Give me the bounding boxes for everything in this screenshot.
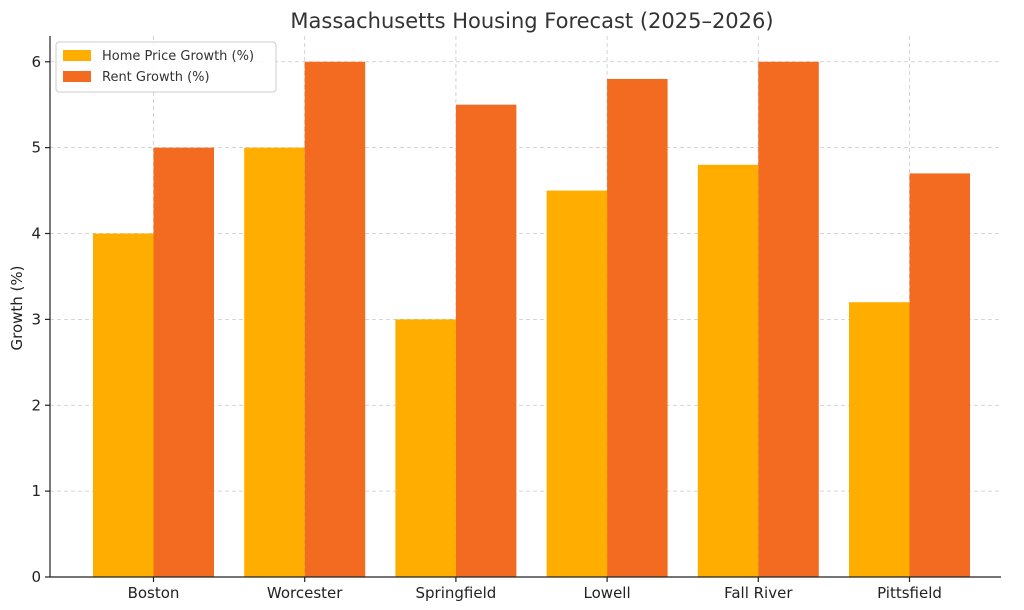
bar-home-price-pittsfield[interactable] — [849, 302, 910, 577]
y-tick-label: 0 — [31, 568, 41, 586]
bar-rent-fall-river[interactable] — [758, 61, 819, 578]
legend[interactable]: Home Price Growth (%) Rent Growth (%) — [55, 41, 277, 93]
axes-layer — [49, 36, 1001, 578]
y-tick-label: 4 — [31, 225, 41, 243]
chart-title: Massachusetts Housing Forecast (2025–202… — [290, 9, 773, 33]
bar-rent-lowell[interactable] — [607, 78, 668, 577]
legend-label: Rent Growth (%) — [102, 70, 210, 85]
bar-home-price-boston[interactable] — [93, 233, 154, 577]
x-tick-label: Worcester — [267, 584, 343, 602]
x-tick-label: Lowell — [584, 584, 631, 602]
y-tick-label: 5 — [31, 139, 41, 157]
bar-rent-boston[interactable] — [153, 147, 215, 577]
x-tick-label: Pittsfield — [877, 584, 942, 602]
bar-rent-worcester[interactable] — [304, 61, 366, 578]
y-tick-label: 1 — [31, 482, 41, 500]
bar-home-price-lowell[interactable] — [546, 190, 608, 578]
x-tick-label: Springfield — [416, 584, 497, 602]
legend-label: Home Price Growth (%) — [102, 49, 254, 64]
y-tick-label: 6 — [31, 53, 41, 71]
x-tick-label: Fall River — [724, 584, 793, 602]
bar-home-price-springfield[interactable] — [395, 319, 456, 577]
y-tick-label: 3 — [31, 310, 41, 328]
bar-rent-pittsfield[interactable] — [909, 173, 971, 577]
legend-swatch — [63, 71, 91, 82]
bars-layer — [93, 61, 971, 578]
legend-swatch — [63, 50, 91, 61]
y-tick-label: 2 — [31, 396, 41, 414]
legend-box — [55, 41, 277, 93]
x-tick-label: Boston — [128, 584, 180, 602]
bar-rent-springfield[interactable] — [455, 104, 517, 577]
y-axis-label: Growth (%) — [8, 265, 26, 350]
bar-home-price-fall-river[interactable] — [697, 164, 759, 578]
bar-home-price-worcester[interactable] — [244, 147, 305, 577]
ticks-layer: 0 1 2 3 4 5 6 Boston Worcester Springfield Lowell F… — [31, 53, 941, 602]
